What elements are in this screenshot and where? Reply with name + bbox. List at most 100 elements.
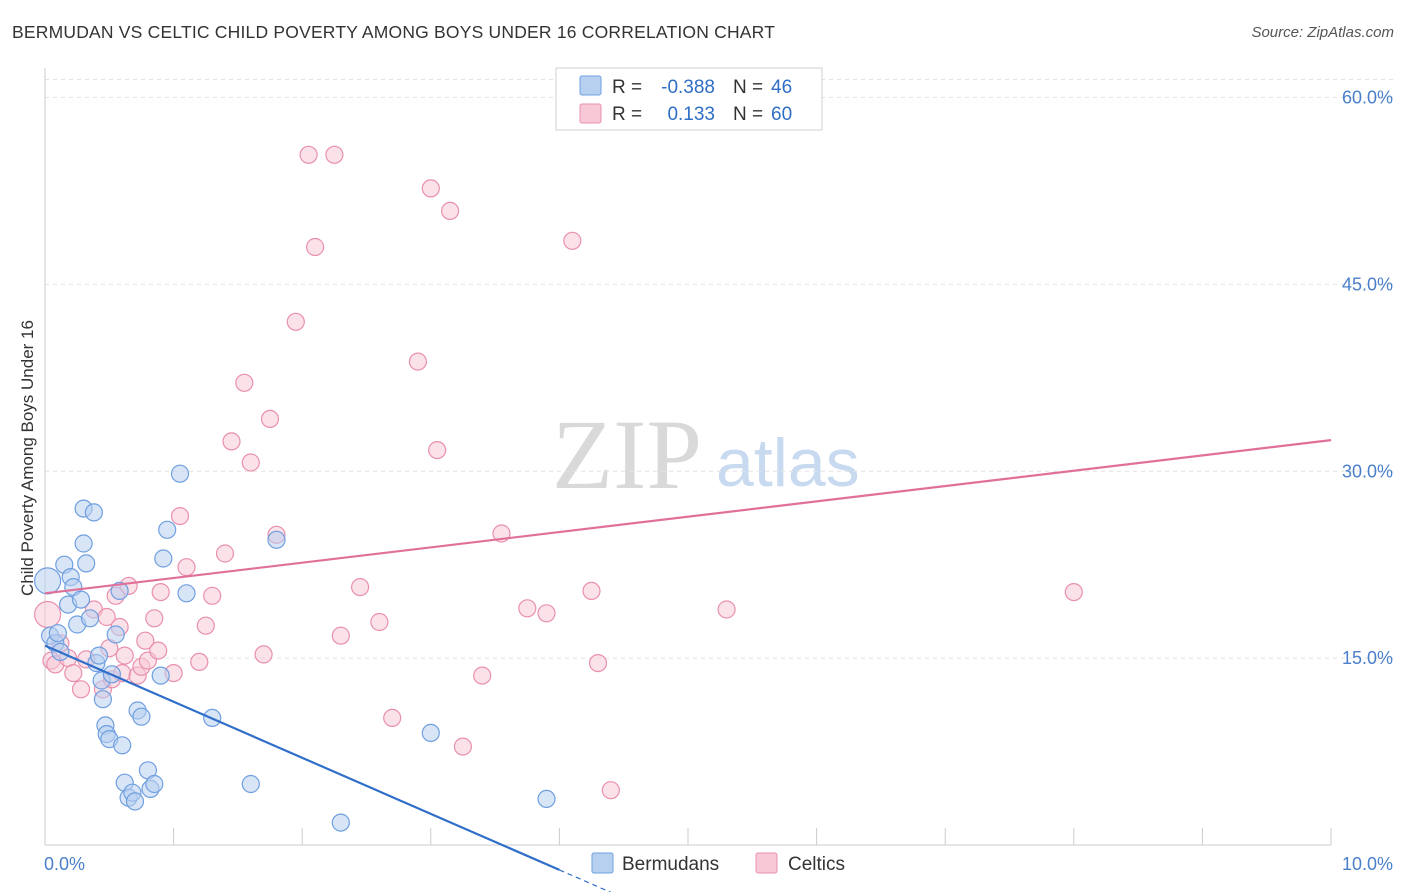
bermudans-point (241, 774, 260, 794)
celtics-point (254, 645, 273, 664)
celtics-point (151, 582, 170, 602)
bermudans-point (33, 567, 62, 595)
legend-n-value-bermudans: 46 (771, 77, 792, 98)
celtics-point (351, 577, 370, 597)
bermudans-point (145, 774, 164, 794)
x-tick-label-start: 0.0% (44, 854, 85, 874)
axis-layer: 15.0% 30.0% 45.0% 60.0% 0.0% 10.0% (44, 68, 1393, 874)
legend-r-value-celtics: 0.133 (667, 104, 715, 125)
celtics-point (383, 708, 402, 728)
celtics-point (286, 312, 305, 331)
bermudans-point (80, 609, 100, 628)
legend-n-label-celtics: N = (733, 104, 763, 125)
legend-box: R = -0.388 N = 46 R = 0.133 N = 60 (555, 67, 823, 131)
celtics-point (331, 626, 350, 645)
grid-layer (45, 79, 1395, 659)
bermudans-point (125, 792, 145, 811)
bermudans-trend-line (44, 644, 560, 871)
bermudans-point (537, 789, 556, 809)
celtics-point (370, 612, 389, 632)
celtics-point (235, 373, 254, 392)
celtics-point (473, 666, 492, 685)
legend-r-value-bermudans: -0.388 (661, 77, 715, 98)
bottom-legend-swatch-bermudans (591, 852, 614, 874)
trend-layer (44, 439, 1332, 892)
bermudans-point (154, 549, 173, 568)
celtics-point (453, 737, 472, 756)
chart-title: BERMUDAN VS CELTIC CHILD POVERTY AMONG B… (12, 22, 776, 42)
bermudans-point (158, 520, 177, 539)
celtics-point (408, 352, 427, 371)
x-tick-label-end: 10.0% (1342, 854, 1393, 874)
legend-n-value-celtics: 60 (771, 104, 792, 125)
bermudans-point (48, 624, 68, 643)
bermudans-point (106, 625, 125, 644)
celtics-point (190, 652, 209, 672)
bottom-legend: Bermudans Celtics (591, 852, 845, 875)
celtics-point (299, 145, 318, 164)
celtics-point (582, 581, 601, 601)
bermudans-point (74, 534, 93, 553)
bottom-legend-swatch-celtics (755, 852, 778, 874)
legend-swatch-celtics (579, 103, 602, 124)
celtics-point (518, 599, 537, 618)
bermudans-point (267, 530, 286, 549)
bottom-legend-label-bermudans: Bermudans (622, 854, 719, 875)
celtics-point (241, 453, 260, 472)
celtics-point (537, 604, 556, 623)
bermudans-point (93, 690, 113, 709)
celtics-point (260, 409, 280, 428)
celtics-point (177, 558, 196, 577)
celtics-point (601, 781, 620, 800)
celtics-point (64, 663, 83, 683)
celtics-point (717, 600, 736, 619)
bermudans-point (110, 581, 129, 601)
celtics-point (149, 641, 168, 660)
celtics-point (441, 201, 460, 220)
legend-n-label-bermudans: N = (733, 77, 763, 98)
celtics-point (428, 441, 447, 460)
celtics-point (145, 609, 164, 628)
y-tick-label: 60.0% (1342, 88, 1393, 108)
bermudans-point (71, 590, 91, 609)
bermudans-trend-extension (559, 869, 612, 892)
bermudans-point (177, 584, 196, 603)
celtics-point (222, 432, 241, 451)
bottom-legend-label-celtics: Celtics (788, 854, 845, 875)
celtics-point (325, 145, 344, 164)
legend-r-label-bermudans: R = (612, 77, 642, 98)
celtics-point (306, 237, 325, 257)
bermudans-point (331, 813, 350, 832)
celtics-point (215, 544, 235, 563)
y-tick-label: 15.0% (1342, 648, 1393, 668)
celtics-trend-line (44, 439, 1332, 595)
watermark: ZIP atlas (552, 399, 860, 510)
celtics-point (196, 616, 215, 635)
points-layer (33, 145, 1083, 832)
celtics-point (170, 506, 190, 526)
chart-source: Source: ZipAtlas.com (1251, 24, 1394, 41)
celtics-point (563, 231, 582, 250)
bermudans-point (89, 646, 109, 665)
y-axis-title: Child Poverty Among Boys Under 16 (18, 320, 37, 596)
celtics-point (71, 680, 91, 699)
celtics-point (115, 646, 134, 665)
legend-swatch-bermudans (579, 75, 602, 96)
celtics-point (1064, 582, 1083, 602)
celtics-point (203, 586, 222, 605)
bermudans-point (77, 554, 96, 573)
celtics-point (33, 600, 62, 629)
legend-r-label-celtics: R = (612, 104, 642, 125)
bermudans-point (421, 723, 440, 743)
bermudans-point (170, 464, 190, 483)
celtics-point (421, 179, 440, 198)
y-tick-label: 45.0% (1342, 274, 1393, 294)
bermudans-point (113, 736, 132, 755)
celtics-point (136, 631, 155, 650)
celtics-point (588, 653, 608, 673)
bermudans-point (151, 666, 170, 685)
y-tick-label: 30.0% (1342, 461, 1393, 481)
watermark-zip: ZIP (552, 399, 702, 510)
watermark-atlas: atlas (716, 425, 860, 501)
